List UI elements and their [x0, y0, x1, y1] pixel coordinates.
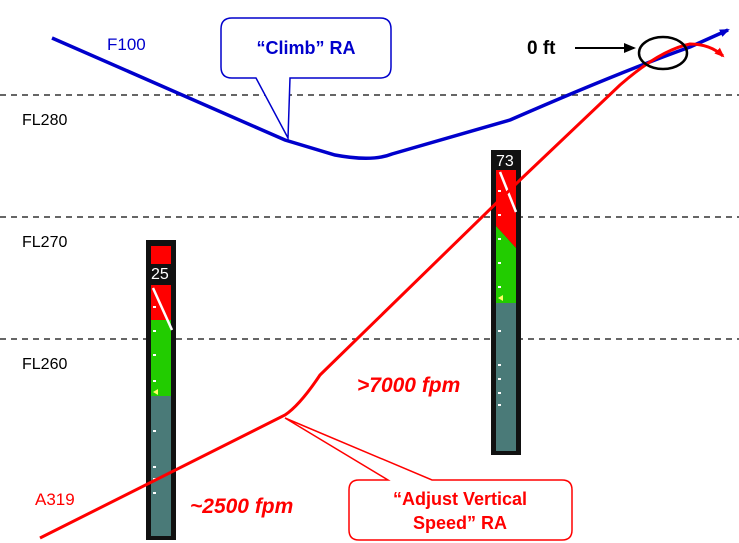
- fl280-label: FL280: [22, 112, 67, 129]
- speed-low-label: ~2500 fpm: [190, 495, 293, 518]
- f100-trajectory: [51, 28, 730, 160]
- speed-high-label: >7000 fpm: [357, 374, 460, 397]
- climb-ra-text: “Climb” RA: [257, 38, 356, 58]
- adjust-ra-text-line2: Speed” RA: [413, 513, 507, 533]
- closest-approach-ellipse: [637, 35, 689, 71]
- vsi-gauge-left: 25: [146, 240, 176, 540]
- vsi-gauge-right: 73: [491, 150, 521, 455]
- vsi-right-value: 73: [496, 153, 514, 170]
- fl260-label: FL260: [22, 356, 67, 373]
- vsi-left-value: 25: [151, 266, 169, 283]
- vsi-left-needle: [151, 287, 174, 331]
- climb-ra-callout: “Climb” RA: [220, 17, 392, 141]
- adjust-ra-text-line1: “Adjust Vertical: [393, 489, 527, 509]
- zero-ft-label: 0 ft: [527, 38, 556, 59]
- f100-label: F100: [107, 35, 146, 54]
- a319-label: A319: [35, 490, 75, 509]
- adjust-ra-callout: “Adjust Vertical Speed” RA: [284, 417, 573, 541]
- fl270-label: FL270: [22, 234, 67, 251]
